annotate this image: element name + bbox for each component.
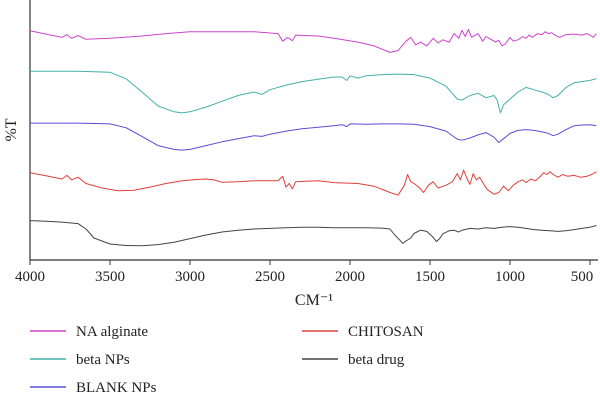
x-tick-layer: 4000 3500 3000 2500 2000 1500 1000 500 — [15, 260, 593, 285]
x-tick-label-3: 2500 — [255, 269, 285, 285]
legend-label-0: NA alginate — [76, 324, 148, 340]
x-tick-label-0: 4000 — [15, 269, 45, 285]
plot-frame — [29, 0, 598, 261]
x-tick-label-6: 1000 — [495, 269, 525, 285]
legend-label-2: BLANK NPs — [76, 380, 157, 396]
legend-label-3: CHITOSAN — [348, 324, 424, 340]
series-line-3 — [29, 169, 597, 196]
series-line-1 — [30, 70, 597, 114]
x-tick-label-1: 3500 — [95, 269, 125, 285]
series-line-0 — [29, 28, 597, 53]
series-layer — [29, 28, 597, 247]
series-line-4 — [29, 220, 597, 247]
x-tick-label-5: 1500 — [415, 269, 445, 285]
x-tick-label-7: 500 — [571, 269, 594, 285]
x-tick-label-2: 3000 — [175, 269, 205, 285]
x-axis-label: CM⁻¹ — [295, 292, 333, 309]
x-tick-label-4: 2000 — [335, 269, 365, 285]
legend-label-4: beta drug — [348, 352, 405, 368]
y-axis-label: %T — [3, 118, 20, 141]
series-line-2 — [30, 122, 597, 151]
legend-label-1: beta NPs — [76, 352, 130, 368]
legend: NA alginate beta NPs BLANK NPs CHITOSAN beta… — [30, 324, 424, 396]
